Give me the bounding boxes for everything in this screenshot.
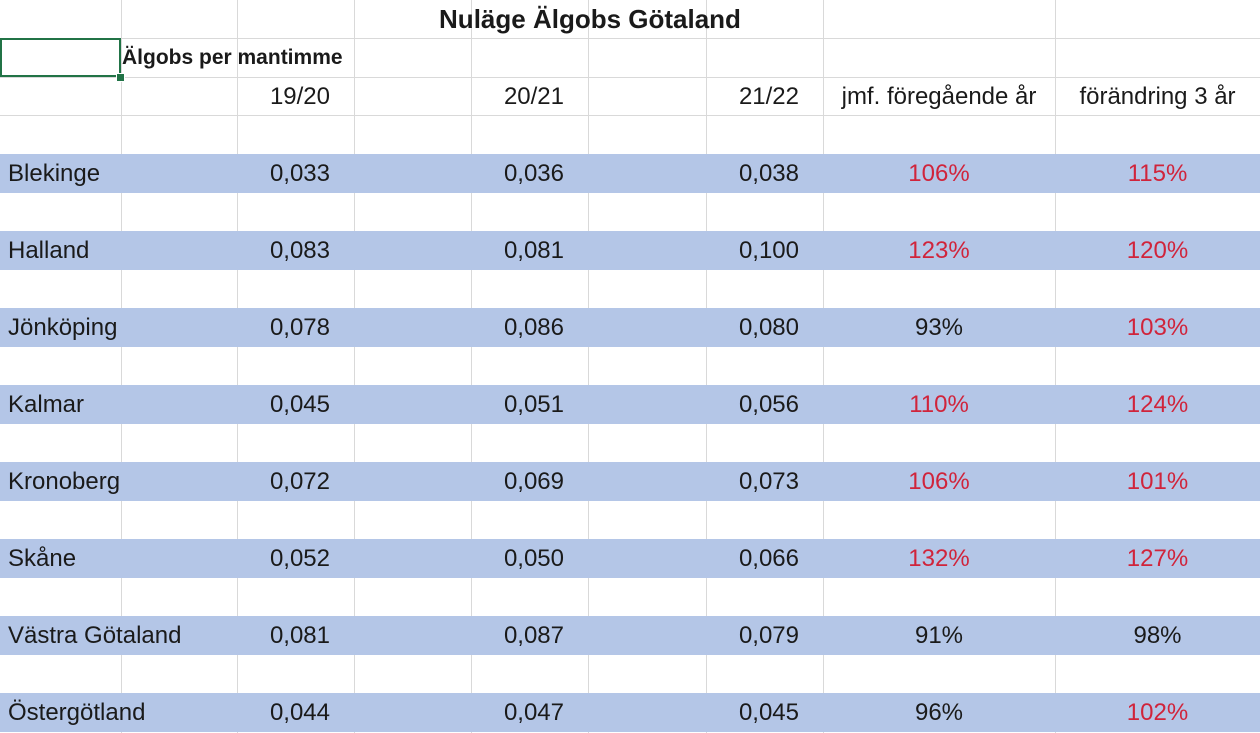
table-row[interactable]: [0, 693, 1260, 732]
region-cell[interactable]: Jönköping: [8, 314, 118, 341]
value-19-20-cell[interactable]: 0,033: [269, 160, 330, 187]
sheet-title[interactable]: Nuläge Älgobs Götaland: [439, 4, 741, 34]
forandring-3-ar-cell[interactable]: 124%: [1126, 391, 1189, 418]
value-21-22-cell[interactable]: 0,066: [738, 545, 799, 572]
value-21-22-cell[interactable]: 0,079: [738, 622, 799, 649]
header-jmf-foregaende-ar[interactable]: jmf. föregående år: [841, 83, 1037, 110]
header-forandring-3-ar[interactable]: förändring 3 år: [1079, 83, 1236, 110]
value-19-20-cell[interactable]: 0,045: [269, 391, 330, 418]
value-21-22-cell[interactable]: 0,038: [738, 160, 799, 187]
region-cell[interactable]: Skåne: [8, 545, 77, 572]
value-19-20-cell[interactable]: 0,052: [269, 545, 330, 572]
jmf-foregaende-ar-cell[interactable]: 96%: [914, 699, 964, 726]
region-cell[interactable]: Halland: [8, 237, 90, 264]
jmf-foregaende-ar-cell[interactable]: 106%: [908, 468, 970, 495]
jmf-foregaende-ar-cell[interactable]: 106%: [908, 160, 970, 187]
value-20-21-cell[interactable]: 0,086: [503, 314, 564, 341]
gridline: [588, 0, 589, 733]
table-row[interactable]: [0, 231, 1260, 270]
jmf-foregaende-ar-cell[interactable]: 110%: [909, 391, 969, 418]
gridline: [237, 0, 238, 733]
forandring-3-ar-cell[interactable]: 127%: [1126, 545, 1189, 572]
forandring-3-ar-cell[interactable]: 115%: [1127, 160, 1188, 187]
value-20-21-cell[interactable]: 0,087: [503, 622, 564, 649]
table-row[interactable]: [0, 539, 1260, 578]
gridline: [0, 115, 1260, 116]
value-21-22-cell[interactable]: 0,056: [738, 391, 799, 418]
table-row[interactable]: [0, 308, 1260, 347]
gridline: [823, 0, 824, 733]
gridline: [354, 0, 355, 733]
active-cell-selection[interactable]: [0, 38, 121, 77]
value-20-21-cell[interactable]: 0,081: [503, 237, 564, 264]
table-row[interactable]: [0, 616, 1260, 655]
value-19-20-cell[interactable]: 0,044: [269, 699, 330, 726]
jmf-foregaende-ar-cell[interactable]: 123%: [908, 237, 970, 264]
forandring-3-ar-cell[interactable]: 120%: [1126, 237, 1189, 264]
region-cell[interactable]: Västra Götaland: [8, 622, 182, 649]
value-19-20-cell[interactable]: 0,083: [269, 237, 330, 264]
value-19-20-cell[interactable]: 0,081: [269, 622, 330, 649]
forandring-3-ar-cell[interactable]: 101%: [1126, 468, 1189, 495]
forandring-3-ar-cell[interactable]: 102%: [1126, 699, 1189, 726]
gridline: [121, 0, 122, 733]
table-row[interactable]: [0, 385, 1260, 424]
region-cell[interactable]: Kronoberg: [8, 468, 121, 495]
jmf-foregaende-ar-cell[interactable]: 132%: [908, 545, 970, 572]
table-row[interactable]: [0, 154, 1260, 193]
value-21-22-cell[interactable]: 0,080: [738, 314, 799, 341]
region-cell[interactable]: Kalmar: [8, 391, 85, 418]
value-20-21-cell[interactable]: 0,051: [503, 391, 564, 418]
region-cell[interactable]: Blekinge: [8, 160, 101, 187]
gridline: [1055, 0, 1056, 733]
value-19-20-cell[interactable]: 0,078: [269, 314, 330, 341]
gridline: [706, 0, 707, 733]
table-row[interactable]: [0, 462, 1260, 501]
forandring-3-ar-cell[interactable]: 98%: [1133, 622, 1182, 649]
gridline: [471, 0, 472, 733]
jmf-foregaende-ar-cell[interactable]: 91%: [914, 622, 964, 649]
value-19-20-cell[interactable]: 0,072: [269, 468, 330, 495]
header-19-20[interactable]: 19/20: [269, 83, 330, 110]
value-21-22-cell[interactable]: 0,100: [738, 237, 799, 264]
gridline: [0, 77, 1260, 78]
forandring-3-ar-cell[interactable]: 103%: [1126, 314, 1189, 341]
value-21-22-cell[interactable]: 0,045: [738, 699, 799, 726]
fill-handle[interactable]: [116, 73, 125, 82]
gridline: [0, 38, 1260, 39]
value-20-21-cell[interactable]: 0,050: [503, 545, 564, 572]
header-20-21[interactable]: 20/21: [503, 83, 564, 110]
region-cell[interactable]: Östergötland: [8, 699, 146, 726]
value-20-21-cell[interactable]: 0,069: [503, 468, 564, 495]
header-21-22[interactable]: 21/22: [738, 83, 799, 110]
sheet-subtitle[interactable]: Älgobs per mantimme: [122, 46, 343, 69]
value-21-22-cell[interactable]: 0,073: [738, 468, 799, 495]
value-20-21-cell[interactable]: 0,047: [503, 699, 564, 726]
jmf-foregaende-ar-cell[interactable]: 93%: [914, 314, 964, 341]
value-20-21-cell[interactable]: 0,036: [503, 160, 564, 187]
